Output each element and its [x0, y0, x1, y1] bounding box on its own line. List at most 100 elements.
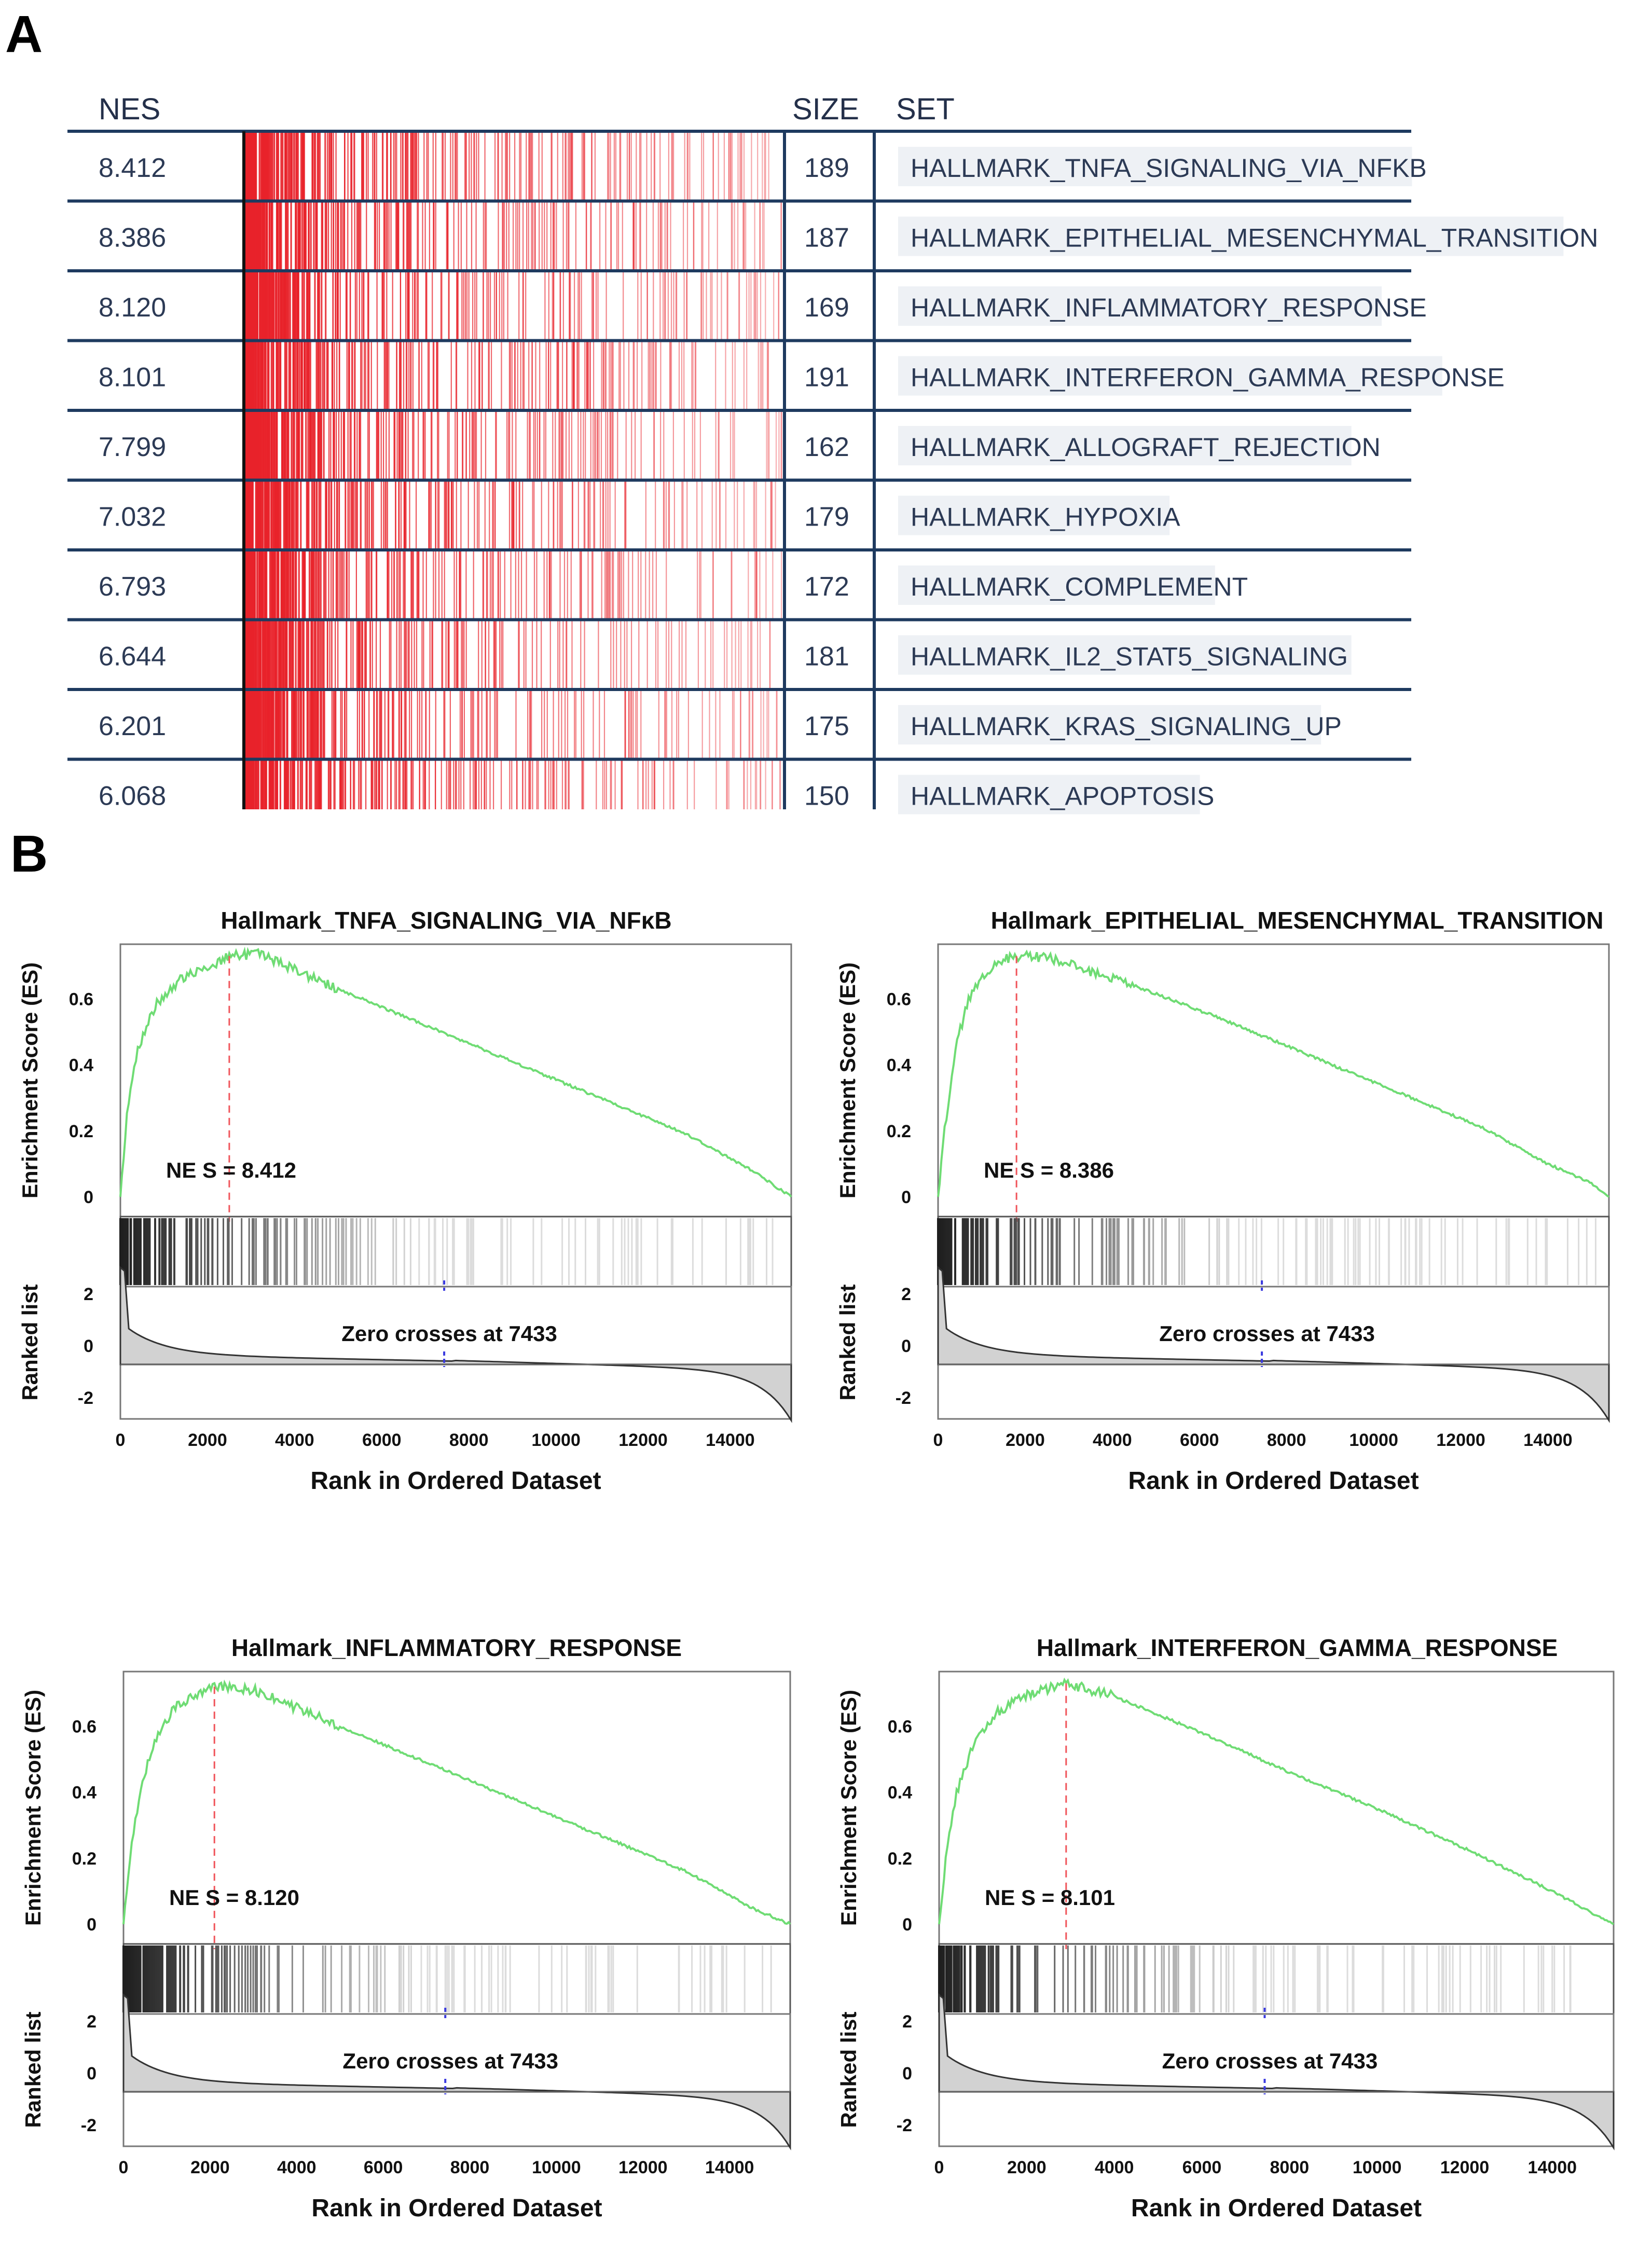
- rank-tick-label: 2: [84, 1285, 93, 1304]
- hit-band: [246, 412, 253, 480]
- es-tick-label: 0.4: [887, 1056, 911, 1075]
- row-size: 179: [804, 502, 849, 532]
- row-set: HALLMARK_TNFA_SIGNALING_VIA_NFKB: [911, 154, 1427, 183]
- set-label-bg: [898, 565, 1215, 605]
- hits-frame: [938, 1943, 1615, 2015]
- rank-frame: [937, 1286, 1610, 1420]
- row-set: HALLMARK_IL2_STAT5_SIGNALING: [911, 642, 1348, 671]
- x-tick-label: 2000: [190, 2158, 230, 2177]
- plot-title: Hallmark_INFLAMMATORY_RESPONSE: [231, 1634, 682, 1661]
- rank-frame: [938, 2013, 1615, 2147]
- row-nes: 6.793: [99, 572, 166, 602]
- x-tick-label: 10000: [1349, 1430, 1398, 1450]
- x-tick-label: 6000: [1180, 1430, 1219, 1450]
- zero-cross-label: Zero crosses at 7433: [1162, 2049, 1378, 2073]
- plot-title: Hallmark_INTERFERON_GAMMA_RESPONSE: [1037, 1634, 1558, 1661]
- rank-axis-label: Ranked list: [21, 2011, 45, 2128]
- x-tick-label: 0: [119, 2158, 129, 2177]
- row-nes: 6.644: [99, 641, 166, 671]
- es-tick-label: 0.4: [72, 1783, 97, 1803]
- rank-axis-label: Ranked list: [836, 2011, 861, 2128]
- rank-tick-label: 0: [901, 1336, 911, 1356]
- rank-tick-label: 2: [901, 1285, 911, 1304]
- x-axis-label: Rank in Ordered Dataset: [311, 2195, 602, 2222]
- rank-tick-label: 2: [87, 2012, 97, 2032]
- x-tick-label: 12000: [618, 2158, 668, 2177]
- x-tick-label: 0: [933, 1430, 943, 1450]
- table-row: 6.201 175 HALLMARK_KRAS_SIGNALING_UP: [67, 688, 1411, 760]
- zero-cross-label: Zero crosses at 7433: [341, 1321, 557, 1346]
- es-tick-label: 0.6: [888, 1717, 912, 1736]
- es-axis-label: Enrichment Score (ES): [21, 1690, 45, 1926]
- rank-tick-label: 0: [87, 2064, 97, 2083]
- es-tick-label: 0.4: [888, 1783, 912, 1803]
- gsea-plot: Hallmark_EPITHELIAL_MESENCHYMAL_TRANSITI…: [835, 907, 1610, 1495]
- header-size: SIZE: [792, 92, 859, 126]
- es-tick-label: 0.4: [69, 1056, 93, 1075]
- row-nes: 8.412: [99, 153, 166, 183]
- table-row: 8.386 187 HALLMARK_EPITHELIAL_MESENCHYMAL_…: [67, 199, 1598, 271]
- x-tick-label: 8000: [1270, 2158, 1310, 2177]
- hit-band: [246, 272, 253, 341]
- gsea-plot: Hallmark_TNFA_SIGNALING_VIA_NFκB 0 0.2 0.4 0…: [18, 907, 792, 1495]
- es-axis-label: Enrichment Score (ES): [836, 1690, 861, 1926]
- x-axis-label: Rank in Ordered Dataset: [310, 1467, 601, 1495]
- es-tick-label: 0.2: [69, 1122, 93, 1141]
- x-tick-label: 6000: [1182, 2158, 1222, 2177]
- hit-strip: [245, 551, 782, 620]
- gsea-plots: Hallmark_TNFA_SIGNALING_VIA_NFκB 0 0.2 0.4 0…: [18, 907, 1615, 2222]
- row-size: 169: [804, 293, 849, 323]
- es-tick-label: 0: [902, 1915, 912, 1935]
- hits-frame: [119, 1216, 792, 1288]
- hit-band: [246, 342, 253, 410]
- es-tick-label: 0: [84, 1188, 93, 1207]
- x-tick-label: 10000: [532, 2158, 581, 2177]
- hit-band: [246, 551, 253, 620]
- row-set: HALLMARK_EPITHELIAL_MESENCHYMAL_TRANSITI…: [911, 223, 1598, 252]
- row-set: HALLMARK_INFLAMMATORY_RESPONSE: [911, 293, 1427, 322]
- table-row: 8.412 189 HALLMARK_TNFA_SIGNALING_VIA_NFKB: [67, 130, 1427, 201]
- x-tick-label: 10000: [1353, 2158, 1402, 2177]
- x-tick-label: 2000: [188, 1430, 227, 1450]
- rank-axis-label: Ranked list: [835, 1284, 860, 1400]
- table-row: 6.793 172 HALLMARK_COMPLEMENT: [67, 548, 1411, 620]
- x-tick-label: 2000: [1007, 2158, 1047, 2177]
- row-size: 162: [804, 432, 849, 462]
- gsea-plot: Hallmark_INFLAMMATORY_RESPONSE 0 0.2 0.4 0.6…: [21, 1634, 791, 2222]
- row-nes: 6.068: [99, 781, 166, 811]
- rank-tick-label: 2: [902, 2012, 912, 2032]
- row-nes: 8.101: [99, 362, 166, 392]
- es-tick-label: 0.2: [72, 1849, 97, 1869]
- es-tick-label: 0: [87, 1915, 97, 1935]
- row-set: HALLMARK_ALLOGRAFT_REJECTION: [911, 433, 1381, 462]
- row-size: 172: [804, 572, 849, 602]
- hit-strip: [245, 481, 776, 550]
- x-tick-label: 14000: [705, 2158, 754, 2177]
- nes-label: NE S = 8.412: [166, 1158, 296, 1182]
- x-tick-label: 4000: [1093, 1430, 1132, 1450]
- rank-tick-label: -2: [896, 1388, 911, 1408]
- set-label-bg: [898, 775, 1200, 815]
- x-tick-label: 8000: [449, 1430, 489, 1450]
- set-label-bg: [898, 495, 1170, 535]
- set-label-bg: [898, 356, 1442, 396]
- x-tick-label: 14000: [706, 1430, 755, 1450]
- row-nes: 8.120: [99, 293, 166, 323]
- zero-cross-label: Zero crosses at 7433: [342, 2049, 558, 2073]
- x-tick-label: 6000: [364, 2158, 403, 2177]
- x-tick-label: 14000: [1523, 1430, 1573, 1450]
- row-set: HALLMARK_COMPLEMENT: [911, 572, 1248, 601]
- hit-bars: [938, 1945, 1572, 2012]
- set-label-bg: [898, 286, 1382, 326]
- row-size: 187: [804, 223, 849, 253]
- zero-cross-label: Zero crosses at 7433: [1159, 1321, 1375, 1346]
- es-curve: [119, 946, 792, 1198]
- row-set: HALLMARK_INTERFERON_GAMMA_RESPONSE: [911, 363, 1505, 392]
- row-nes: 6.201: [99, 711, 166, 741]
- enrichment-table: NES SIZE SET 8.412 189 HALLMARK_TNFA_SIGNALIN…: [67, 92, 1598, 815]
- rank-frame: [122, 2013, 791, 2147]
- hit-strip: [245, 133, 769, 201]
- table-row: 7.032 179 HALLMARK_HYPOXIA: [67, 478, 1411, 550]
- x-tick-label: 12000: [618, 1430, 668, 1450]
- hit-band: [246, 621, 253, 689]
